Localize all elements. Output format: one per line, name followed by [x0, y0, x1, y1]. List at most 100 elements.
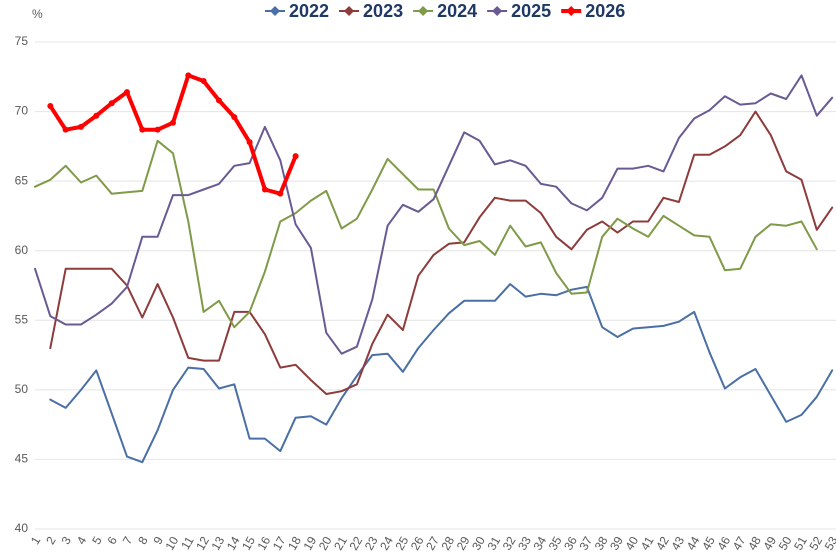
legend-item: 2024 — [413, 1, 477, 21]
x-tick-label: 24 — [377, 534, 396, 553]
legend-label: 2022 — [289, 1, 329, 21]
x-tick-label: 45 — [699, 534, 718, 553]
legend-label: 2023 — [363, 1, 403, 21]
legend-item: 2025 — [487, 1, 551, 21]
x-tick-label: 47 — [730, 534, 749, 553]
x-tick-label: 29 — [454, 534, 473, 553]
legend: 2022 2023 2024 2025 2026 — [265, 1, 625, 21]
x-tick-label: 42 — [653, 534, 672, 553]
point — [139, 126, 146, 133]
x-tick-label: 13 — [209, 534, 228, 553]
legend-label: 2024 — [437, 1, 477, 21]
x-tick-label: 15 — [239, 534, 258, 553]
x-tick-label: 46 — [714, 534, 733, 553]
y-tick-label: 55 — [15, 312, 29, 326]
x-tick-label: 41 — [638, 534, 657, 553]
y-tick-label: 65 — [15, 173, 29, 187]
point — [62, 126, 69, 133]
x-tick-label: 37 — [576, 534, 595, 553]
x-tick-label: 17 — [270, 534, 289, 553]
x-tick-label: 36 — [561, 534, 580, 553]
x-tick-label: 14 — [224, 534, 243, 553]
point — [93, 112, 100, 119]
x-tick-label: 20 — [316, 534, 335, 553]
legend-label: 2026 — [585, 1, 625, 21]
point — [47, 103, 54, 110]
point — [231, 114, 238, 121]
y-unit: % — [32, 7, 43, 21]
point — [123, 89, 130, 96]
series-line — [48, 73, 298, 196]
point — [200, 77, 207, 84]
x-tick-label: 39 — [607, 534, 626, 553]
point — [77, 123, 84, 130]
series-line — [49, 283, 834, 464]
x-tick-label: 6 — [105, 534, 121, 547]
point — [215, 97, 222, 104]
series-line — [49, 110, 834, 395]
point — [246, 139, 253, 146]
x-tick-label: 33 — [515, 534, 534, 553]
x-tick-label: 23 — [362, 534, 381, 553]
x-tick-label: 44 — [684, 534, 703, 553]
x-tick-label: 8 — [135, 534, 151, 547]
series-line — [34, 139, 818, 329]
point — [277, 190, 284, 197]
x-tick-label: 25 — [392, 534, 411, 553]
x-tick-label: 52 — [806, 534, 825, 553]
legend-marker — [270, 6, 280, 16]
x-tick-label: 40 — [622, 534, 641, 553]
legend-item: 2026 — [561, 1, 625, 21]
x-tick-label: 21 — [331, 534, 350, 553]
x-tick-label: 48 — [745, 534, 764, 553]
legend-marker — [418, 6, 429, 16]
series-line — [34, 74, 834, 355]
x-tick-label: 26 — [408, 534, 427, 553]
point — [169, 119, 176, 126]
point — [185, 72, 192, 79]
x-tick-label: 32 — [500, 534, 519, 553]
point — [292, 153, 299, 160]
y-tick-label: 75 — [15, 34, 29, 48]
point — [154, 126, 161, 133]
x-tick-label: 34 — [530, 534, 549, 553]
legend-marker — [492, 6, 503, 16]
x-tick-label: 16 — [254, 534, 273, 553]
y-tick-label: 70 — [15, 104, 29, 118]
legend-item: 2022 — [265, 1, 329, 21]
x-tick-label: 7 — [120, 534, 136, 547]
x-tick-label: 43 — [668, 534, 687, 553]
x-tick-label: 28 — [438, 534, 457, 553]
legend-marker — [566, 6, 577, 16]
x-tick-label: 35 — [546, 534, 565, 553]
x-tick-label: 27 — [423, 534, 442, 553]
x-tick-label: 19 — [300, 534, 319, 553]
x-tick-label: 51 — [791, 534, 810, 553]
y-tick-label: 50 — [15, 382, 29, 396]
x-tick-label: 50 — [776, 534, 795, 553]
x-tick-label: 3 — [59, 534, 75, 547]
x-tick-label: 31 — [484, 534, 503, 553]
point — [108, 100, 115, 107]
point — [261, 186, 268, 193]
x-tick-label: 38 — [592, 534, 611, 553]
x-tick-label: 10 — [163, 534, 182, 553]
legend-marker — [344, 6, 355, 16]
x-tick-label: 4 — [74, 534, 90, 547]
legend-item: 2023 — [339, 1, 403, 21]
y-tick-label: 40 — [15, 521, 29, 535]
y-tick-label: 60 — [15, 243, 29, 257]
x-tick-label: 30 — [469, 534, 488, 553]
x-tick-label: 49 — [760, 534, 779, 553]
x-tick-label: 12 — [193, 534, 212, 553]
legend-label: 2025 — [511, 1, 551, 21]
x-tick-label: 5 — [89, 534, 105, 547]
x-tick-label: 53 — [822, 534, 836, 553]
y-tick-label: 45 — [15, 452, 29, 466]
x-tick-label: 18 — [285, 534, 304, 553]
x-tick-label: 2 — [43, 534, 59, 547]
x-tick-label: 22 — [346, 534, 365, 553]
x-tick-label: 1 — [28, 534, 44, 547]
